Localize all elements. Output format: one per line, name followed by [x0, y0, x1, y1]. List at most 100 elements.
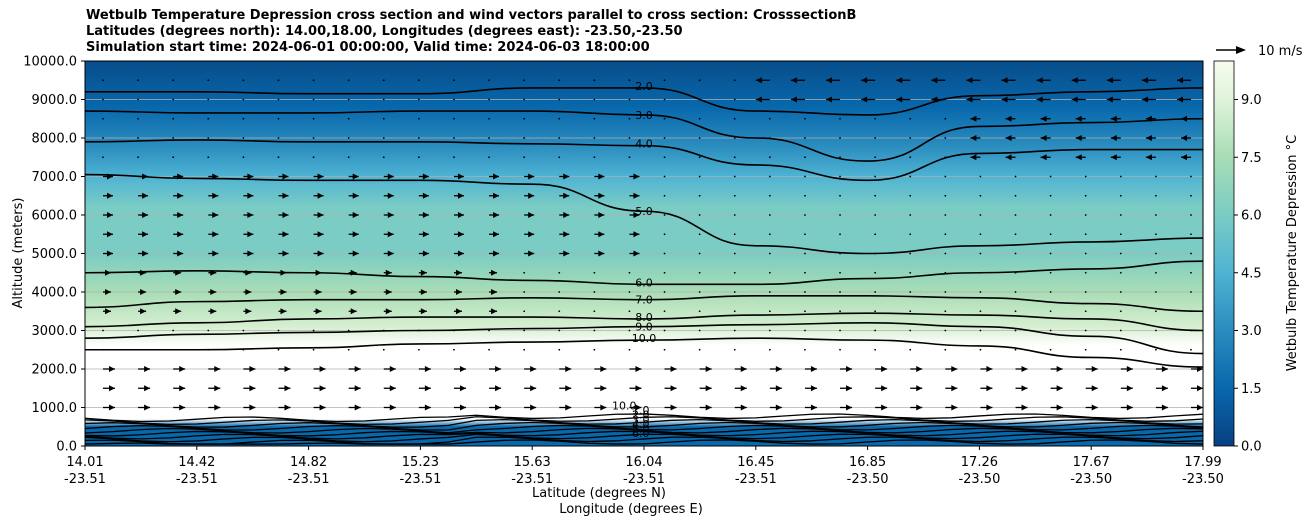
wind-vector — [523, 79, 526, 82]
colorbar: 0.0 1.5 3.0 4.5 6.0 7.5 9.0 Wetbulb Temperatur… — [1213, 60, 1300, 455]
wind-vector — [1049, 271, 1052, 274]
wind-vector-head — [457, 173, 464, 180]
wind-vector-head — [282, 212, 289, 218]
wind-vector — [103, 385, 115, 392]
wind-vector — [594, 192, 605, 199]
wind-vector-head — [424, 366, 431, 372]
wind-vector — [966, 77, 981, 84]
wind-vector — [698, 117, 701, 120]
wind-vector-head — [142, 192, 149, 199]
wind-vector — [804, 214, 806, 216]
wind-vector-head — [459, 366, 466, 372]
wind-vector-head — [352, 250, 359, 257]
wind-vector — [103, 308, 111, 315]
wind-vector — [243, 212, 254, 218]
wind-vector-head — [1005, 115, 1012, 122]
colorbar-gradient — [1213, 60, 1235, 447]
wind-vector — [839, 291, 841, 293]
wind-vector — [733, 233, 736, 236]
wind-vector — [1190, 194, 1192, 197]
wind-vector — [278, 173, 289, 180]
wind-vector — [1049, 291, 1052, 293]
wind-vector-head — [493, 231, 500, 238]
wind-vector — [347, 98, 350, 101]
y-tick-label: 10000.0 — [23, 55, 77, 70]
wind-vector — [348, 289, 357, 295]
wind-vector — [663, 79, 666, 82]
wind-vector — [594, 366, 607, 372]
wind-vector — [768, 156, 771, 159]
wind-vector — [138, 269, 147, 276]
wind-vector — [348, 385, 361, 392]
wind-vector — [840, 385, 853, 392]
wind-vector — [348, 269, 357, 276]
wind-vector — [804, 175, 806, 178]
wind-vector-head — [212, 231, 219, 238]
wind-vector-head — [600, 385, 607, 392]
wind-vector-head — [705, 404, 712, 411]
wind-vector — [138, 212, 149, 218]
wind-vector — [138, 250, 149, 257]
wind-vector — [839, 348, 841, 351]
wind-vector-head — [565, 385, 572, 392]
wind-vector — [172, 137, 175, 139]
wind-vector — [559, 231, 570, 238]
wind-vector — [102, 79, 104, 82]
y-axis-label: Altitude (meters) — [11, 198, 26, 309]
wind-vector-head — [144, 366, 151, 372]
wind-vector — [489, 404, 502, 411]
wind-vector — [418, 308, 427, 315]
wind-vector — [417, 329, 420, 332]
wind-vector — [524, 173, 535, 180]
wind-vector — [1001, 77, 1016, 84]
wind-vector — [1084, 291, 1087, 293]
wind-vector — [103, 250, 113, 257]
wind-vector — [418, 385, 431, 392]
wind-vector — [1181, 154, 1191, 161]
wind-vector-head — [317, 192, 324, 199]
wind-vector — [594, 385, 607, 392]
wind-key-arrowhead — [1236, 46, 1246, 54]
y-tick-label: 2000.0 — [32, 363, 78, 378]
wind-vector — [1155, 348, 1157, 351]
wind-vector-head — [530, 366, 537, 372]
wind-vector — [1050, 404, 1063, 411]
contour-line — [85, 321, 1203, 355]
wind-vector-head — [986, 404, 993, 411]
low-level-contour — [85, 436, 1203, 445]
x-tick-label-lon: -23.50 — [1182, 472, 1224, 487]
wind-vector — [347, 348, 350, 351]
wind-vector-head — [1001, 77, 1008, 84]
wind-vector — [1155, 366, 1168, 372]
wind-vector — [1049, 252, 1052, 255]
wind-vector-head — [931, 96, 938, 103]
wind-vector — [733, 98, 736, 101]
wind-vector — [524, 366, 537, 372]
wind-vector-head — [422, 231, 429, 238]
wind-vector — [1014, 194, 1017, 197]
wind-vector-head — [1145, 115, 1152, 122]
wind-vector-head — [896, 96, 903, 103]
wind-vector — [945, 404, 958, 411]
wind-vector — [277, 348, 280, 351]
wind-vector-head — [528, 231, 535, 238]
wind-vector-head — [826, 77, 833, 84]
wind-vector-head — [491, 289, 498, 295]
wind-vector-head — [389, 366, 396, 372]
wind-vector-head — [177, 212, 184, 218]
wind-vector — [839, 310, 841, 313]
wind-vector — [698, 79, 701, 82]
y-tick-label: 1000.0 — [32, 401, 78, 416]
wind-vector — [1005, 115, 1016, 122]
wind-vector-head — [916, 366, 923, 372]
wind-vector — [243, 308, 252, 315]
wind-vector-head — [528, 192, 535, 199]
wind-vector — [768, 137, 771, 139]
wind-vector-head — [931, 77, 938, 84]
wind-vector — [313, 212, 324, 218]
wind-vector — [1145, 154, 1156, 161]
wind-vector-head — [635, 404, 642, 411]
wind-vector-head — [1126, 385, 1133, 392]
wind-vector — [874, 117, 877, 120]
wind-vector — [944, 156, 947, 159]
